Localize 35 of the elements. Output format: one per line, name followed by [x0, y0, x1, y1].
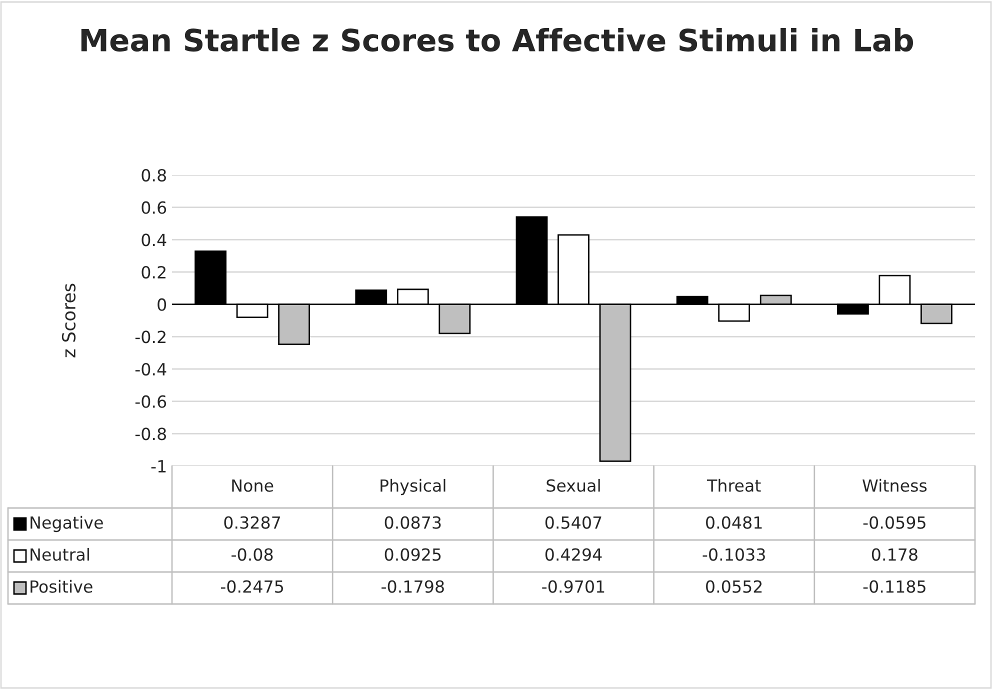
data-label: 0.4294	[545, 548, 602, 561]
y-tick-label: 0.2	[142, 266, 166, 279]
data-label: 0.0925	[384, 548, 441, 561]
y-tick-label: -0.8	[135, 428, 166, 440]
legend-label: Negative	[30, 516, 103, 532]
y-tick-label: 0.8	[142, 168, 166, 182]
x-tick-label: None	[232, 479, 274, 492]
data-label: 0.0552	[706, 580, 762, 593]
data-label: -0.9701	[542, 580, 604, 593]
y-tick-label: -0.4	[135, 362, 166, 376]
y-tick-label: -1	[151, 460, 166, 472]
data-label: 0.0481	[706, 516, 762, 529]
data-label: -0.0595	[863, 516, 926, 529]
chart-title: Mean Startle z Scores to Affective Stimuli in Lab	[81, 28, 914, 52]
data-label: 0.0873	[384, 516, 441, 529]
x-tick-label: Sexual	[546, 478, 600, 492]
x-tick-label: Physical	[380, 478, 446, 496]
data-label: -0.08	[232, 548, 273, 561]
y-tick-label: 0	[158, 298, 166, 311]
x-tick-label: Threat	[706, 478, 761, 492]
data-label: -0.1033	[702, 548, 765, 561]
data-label: -0.2475	[220, 580, 284, 593]
y-axis-title: z Scores	[62, 284, 76, 358]
data-label: -0.1798	[382, 580, 444, 593]
y-tick-label: 0.6	[142, 201, 166, 214]
legend-label: Positive	[30, 580, 92, 593]
x-tick-label: Witness	[862, 478, 927, 492]
data-label: 0.5407	[545, 516, 602, 529]
data-label: 0.3287	[224, 516, 280, 529]
legend-label: Neutral	[30, 548, 89, 561]
y-tick-label: -0.2	[135, 330, 166, 344]
data-label: -0.1185	[863, 580, 926, 593]
y-tick-label: -0.6	[135, 395, 166, 408]
data-label: 0.178	[872, 548, 918, 561]
y-tick-label: 0.4	[142, 234, 166, 246]
